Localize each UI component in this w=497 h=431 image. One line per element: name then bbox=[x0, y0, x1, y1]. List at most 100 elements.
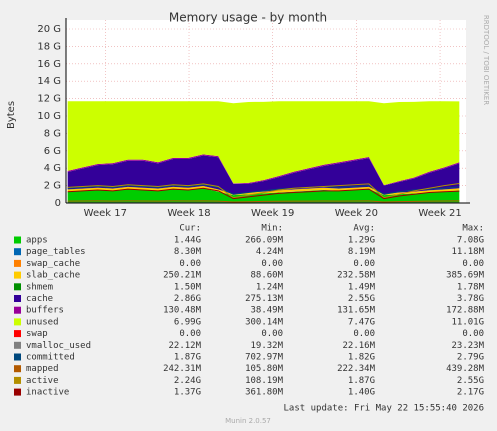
legend-stat: 3.78G bbox=[457, 294, 484, 304]
side-text: RRDTOOL / TOBI OETIKER bbox=[482, 15, 490, 105]
legend-label: swap_cache bbox=[26, 259, 80, 269]
legend-stat: 361.80M bbox=[245, 388, 284, 398]
y-tick-label: 18 G bbox=[37, 41, 61, 52]
x-tick-label: Week 21 bbox=[418, 208, 461, 219]
legend-stat: 22.16M bbox=[342, 341, 375, 351]
legend-stat: 0.00 bbox=[261, 329, 283, 339]
legend-label: inactive bbox=[26, 388, 69, 398]
y-tick-label: 8 G bbox=[44, 128, 61, 139]
y-tick-label: 4 G bbox=[44, 163, 61, 174]
legend-stat: 0.00 bbox=[353, 259, 375, 269]
legend-swatch bbox=[14, 341, 21, 349]
legend-swatch bbox=[14, 271, 21, 279]
legend-stat: 23.23M bbox=[451, 341, 484, 351]
legend-stat: 222.34M bbox=[337, 364, 376, 374]
legend-stat: 38.49M bbox=[250, 306, 283, 316]
legend-stat: 0.00 bbox=[462, 329, 484, 339]
legend-stat: 300.14M bbox=[245, 317, 284, 327]
legend-stat: 108.19M bbox=[245, 376, 284, 386]
legend-stat: 1.50M bbox=[174, 282, 202, 292]
legend-stat: 11.01G bbox=[451, 317, 484, 327]
legend-label: active bbox=[26, 376, 59, 386]
legend-stat: 7.47G bbox=[348, 317, 375, 327]
legend-stat: 4.24M bbox=[256, 247, 284, 257]
legend-stat: 0.00 bbox=[179, 329, 201, 339]
legend-stat: 275.13M bbox=[245, 294, 284, 304]
legend-stat: 1.24M bbox=[256, 282, 284, 292]
x-tick-label: Week 19 bbox=[251, 208, 294, 219]
legend-label: unused bbox=[26, 317, 59, 327]
legend-stat: 1.87G bbox=[348, 376, 375, 386]
x-tick-label: Week 17 bbox=[84, 208, 127, 219]
legend-stat: 19.32M bbox=[250, 341, 283, 351]
stat-header: Max: bbox=[462, 224, 484, 234]
y-axis-label: Bytes bbox=[6, 101, 17, 129]
stat-header: Cur: bbox=[179, 224, 201, 234]
legend-swatch bbox=[14, 353, 21, 361]
stat-header: Avg: bbox=[353, 224, 375, 234]
chart-title: Memory usage - by month bbox=[169, 11, 327, 25]
legend-stat: 439.28M bbox=[446, 364, 485, 374]
legend-label: vmalloc_used bbox=[26, 341, 91, 351]
legend-swatch bbox=[14, 318, 21, 326]
line bbox=[67, 200, 460, 203]
legend-stat: 6.99G bbox=[174, 317, 201, 327]
legend-stat: 8.30M bbox=[174, 247, 202, 257]
legend-stat: 172.88M bbox=[446, 306, 485, 316]
legend-stat: 130.48M bbox=[163, 306, 202, 316]
legend-stat: 266.09M bbox=[245, 236, 284, 246]
y-tick-label: 12 G bbox=[37, 94, 61, 105]
legend-swatch bbox=[14, 330, 21, 338]
legend-stat: 702.97M bbox=[245, 353, 284, 363]
legend-label: swap bbox=[26, 329, 48, 339]
legend-stat: 1.37G bbox=[174, 388, 201, 398]
y-tick-label: 14 G bbox=[37, 76, 61, 87]
legend-swatch bbox=[14, 259, 21, 267]
legend-stat: 0.00 bbox=[353, 329, 375, 339]
area bbox=[67, 101, 460, 186]
legend-stat: 2.55G bbox=[348, 294, 375, 304]
y-tick-label: 20 G bbox=[37, 24, 61, 35]
legend-label: cache bbox=[26, 294, 53, 304]
legend-stat: 2.24G bbox=[174, 376, 201, 386]
y-tick-label: 2 G bbox=[44, 181, 61, 192]
legend-stat: 1.78M bbox=[457, 282, 485, 292]
legend-swatch bbox=[14, 283, 21, 291]
legend-label: page_tables bbox=[26, 247, 86, 257]
y-tick-label: 0 bbox=[55, 198, 61, 209]
footer: Last update: Fri May 22 15:55:40 2026 bbox=[284, 404, 484, 414]
legend-label: shmem bbox=[26, 282, 53, 292]
legend-stat: 1.29G bbox=[348, 236, 375, 246]
legend-swatch bbox=[14, 236, 21, 244]
legend-stat: 242.31M bbox=[163, 364, 202, 374]
legend-stat: 0.00 bbox=[179, 259, 201, 269]
legend-stat: 1.49M bbox=[348, 282, 376, 292]
legend-stat: 385.69M bbox=[446, 271, 485, 281]
legend-swatch bbox=[14, 376, 21, 384]
legend-label: slab_cache bbox=[26, 271, 80, 281]
legend-stat: 131.65M bbox=[337, 306, 376, 316]
line bbox=[67, 187, 460, 200]
stat-header: Min: bbox=[261, 224, 283, 234]
legend-stat: 7.08G bbox=[457, 236, 484, 246]
legend-label: apps bbox=[26, 236, 48, 246]
area bbox=[67, 185, 460, 196]
legend-stat: 8.19M bbox=[348, 247, 376, 257]
legend-stat: 11.18M bbox=[451, 247, 484, 257]
y-tick-label: 6 G bbox=[44, 146, 61, 157]
line bbox=[67, 183, 460, 199]
legend-label: buffers bbox=[26, 306, 64, 316]
x-tick-label: Week 20 bbox=[335, 208, 378, 219]
legend-stat: 1.82G bbox=[348, 353, 375, 363]
legend-stat: 0.00 bbox=[261, 259, 283, 269]
legend-stat: 2.55G bbox=[457, 376, 484, 386]
legend-swatch bbox=[14, 365, 21, 373]
legend-stat: 1.40G bbox=[348, 388, 375, 398]
legend-swatch bbox=[14, 248, 21, 256]
legend-stat: 2.17G bbox=[457, 388, 484, 398]
y-tick-label: 10 G bbox=[37, 111, 61, 122]
x-tick-label: Week 18 bbox=[167, 208, 210, 219]
legend-stat: 2.86G bbox=[174, 294, 201, 304]
legend-stat: 2.79G bbox=[457, 353, 484, 363]
